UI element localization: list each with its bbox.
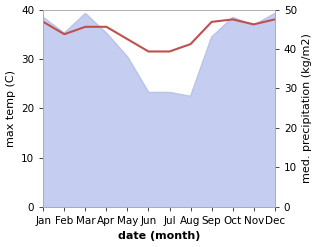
Y-axis label: max temp (C): max temp (C) [5,70,16,147]
Y-axis label: med. precipitation (kg/m2): med. precipitation (kg/m2) [302,33,313,183]
X-axis label: date (month): date (month) [118,231,200,242]
